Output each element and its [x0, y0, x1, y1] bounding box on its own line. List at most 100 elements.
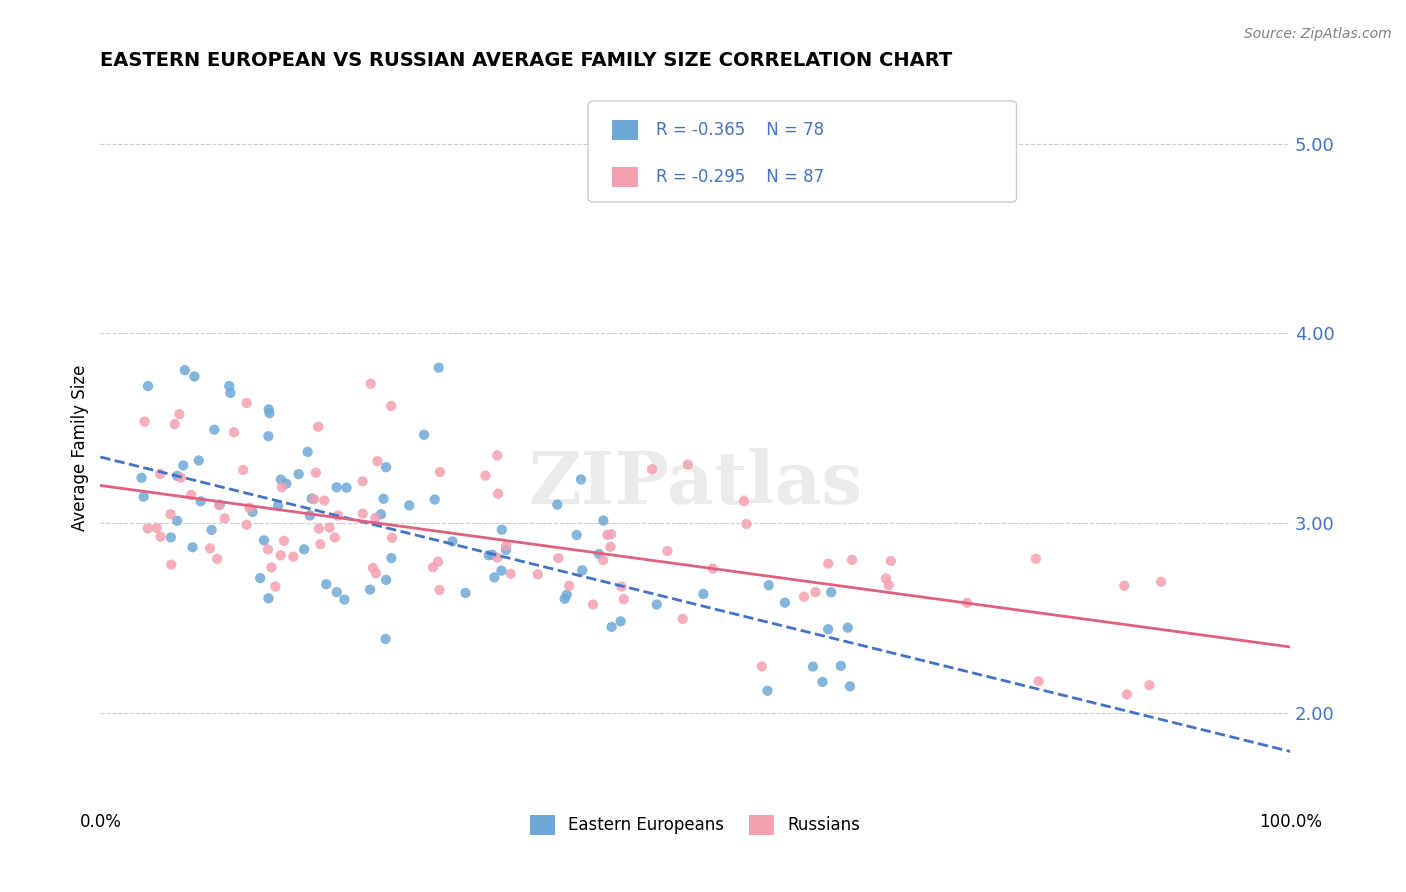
Russians	[257, 542, 280, 557]
Russians	[323, 531, 346, 545]
Russians	[600, 527, 623, 541]
Eastern Europeans	[592, 514, 614, 528]
Eastern Europeans	[242, 505, 264, 519]
Eastern Europeans	[375, 573, 398, 587]
Russians	[613, 592, 636, 607]
FancyBboxPatch shape	[612, 167, 638, 187]
Eastern Europeans	[758, 578, 780, 592]
Russians	[380, 399, 402, 413]
Russians	[361, 561, 384, 575]
Eastern Europeans	[253, 533, 276, 548]
Russians	[599, 540, 621, 554]
Russians	[381, 531, 404, 545]
Eastern Europeans	[820, 585, 842, 599]
Eastern Europeans	[259, 406, 281, 420]
Text: ZIPatlas: ZIPatlas	[529, 448, 862, 519]
Eastern Europeans	[270, 473, 292, 487]
Russians	[495, 539, 517, 553]
Eastern Europeans	[200, 523, 222, 537]
Russians	[305, 466, 328, 480]
Russians	[170, 471, 193, 485]
Russians	[672, 612, 695, 626]
Eastern Europeans	[257, 591, 280, 606]
Eastern Europeans	[554, 591, 576, 606]
Eastern Europeans	[166, 469, 188, 483]
Eastern Europeans	[380, 551, 402, 566]
Russians	[610, 580, 633, 594]
Russians	[326, 508, 349, 523]
FancyBboxPatch shape	[588, 101, 1017, 202]
Eastern Europeans	[287, 467, 309, 482]
Russians	[307, 419, 329, 434]
Russians	[180, 488, 202, 502]
Russians	[149, 467, 172, 481]
Russians	[1137, 678, 1160, 692]
Russians	[751, 659, 773, 673]
Eastern Europeans	[249, 571, 271, 585]
Eastern Europeans	[374, 632, 396, 646]
Eastern Europeans	[773, 596, 796, 610]
Eastern Europeans	[208, 498, 231, 512]
Eastern Europeans	[454, 586, 477, 600]
Russians	[273, 533, 295, 548]
Russians	[198, 541, 221, 556]
Russians	[526, 567, 548, 582]
Russians	[486, 449, 509, 463]
Russians	[366, 454, 388, 468]
Eastern Europeans	[811, 674, 834, 689]
Russians	[486, 486, 509, 500]
Russians	[702, 561, 724, 575]
Legend: Eastern Europeans, Russians: Eastern Europeans, Russians	[522, 806, 869, 844]
Eastern Europeans	[267, 499, 290, 513]
Russians	[735, 516, 758, 531]
Eastern Europeans	[326, 585, 349, 599]
Russians	[318, 521, 340, 535]
Eastern Europeans	[298, 508, 321, 523]
Eastern Europeans	[276, 476, 298, 491]
Russians	[260, 560, 283, 574]
Russians	[558, 579, 581, 593]
Russians	[235, 396, 257, 410]
Eastern Europeans	[297, 445, 319, 459]
Eastern Europeans	[427, 360, 450, 375]
Russians	[145, 521, 167, 535]
Russians	[208, 498, 231, 512]
Russians	[875, 571, 897, 585]
Eastern Europeans	[373, 491, 395, 506]
Eastern Europeans	[484, 570, 506, 584]
Russians	[676, 458, 699, 472]
Eastern Europeans	[190, 494, 212, 508]
Russians	[817, 557, 839, 571]
Russians	[499, 566, 522, 581]
Russians	[596, 528, 619, 542]
Russians	[1114, 579, 1136, 593]
Y-axis label: Average Family Size: Average Family Size	[72, 364, 89, 531]
Eastern Europeans	[600, 620, 623, 634]
Russians	[486, 550, 509, 565]
Eastern Europeans	[292, 542, 315, 557]
Russians	[1115, 688, 1137, 702]
Eastern Europeans	[555, 588, 578, 602]
Eastern Europeans	[166, 514, 188, 528]
Eastern Europeans	[801, 659, 824, 673]
Text: Source: ZipAtlas.com: Source: ZipAtlas.com	[1244, 27, 1392, 41]
Russians	[956, 596, 979, 610]
FancyBboxPatch shape	[612, 120, 638, 140]
Russians	[205, 552, 228, 566]
Russians	[134, 415, 156, 429]
Eastern Europeans	[202, 423, 225, 437]
Russians	[1028, 674, 1050, 689]
Eastern Europeans	[830, 658, 852, 673]
Eastern Europeans	[571, 563, 593, 577]
Eastern Europeans	[756, 683, 779, 698]
Russians	[309, 537, 332, 551]
Russians	[1150, 574, 1173, 589]
Eastern Europeans	[565, 528, 588, 542]
Eastern Europeans	[375, 460, 398, 475]
Eastern Europeans	[325, 480, 347, 494]
Russians	[1025, 551, 1047, 566]
Russians	[657, 544, 679, 558]
Eastern Europeans	[609, 615, 631, 629]
Russians	[422, 560, 444, 574]
Text: R = -0.295    N = 87: R = -0.295 N = 87	[657, 168, 824, 186]
